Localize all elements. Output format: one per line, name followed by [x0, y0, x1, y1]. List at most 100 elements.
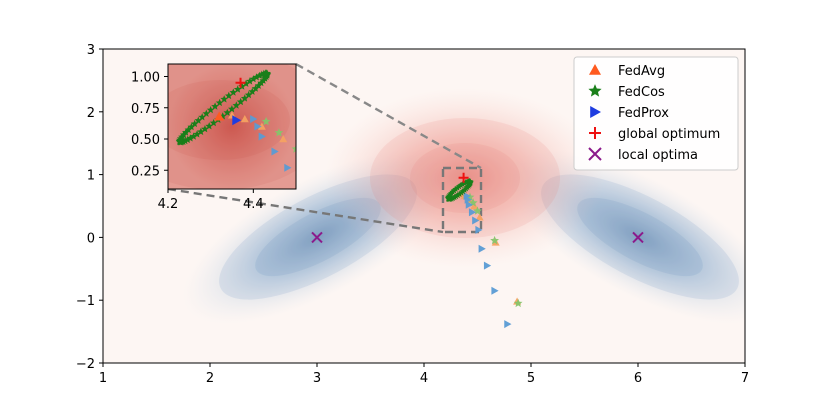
inset-y-tick-label: 0.25	[131, 164, 160, 179]
inset-trajectory-point	[250, 115, 258, 123]
inset-converged-point	[242, 79, 250, 87]
converged-point	[454, 184, 461, 191]
trajectory-point	[513, 298, 523, 308]
inset-converged-point	[232, 101, 241, 109]
y-tick-label: −1	[76, 294, 95, 309]
trajectory-point	[472, 216, 480, 225]
trajectory-point	[475, 225, 483, 234]
x-tick-label: 5	[527, 371, 535, 386]
legend-marker-fedprox	[590, 106, 601, 118]
inset-converged-point	[205, 122, 213, 130]
inset-y-tick-label: 0.75	[131, 102, 160, 117]
inset-trajectory-point	[254, 122, 262, 131]
trajectory-point	[478, 244, 486, 253]
inset-converged-point	[238, 82, 246, 90]
converged-point	[465, 182, 472, 189]
legend-marker-global_optimum	[589, 127, 601, 139]
inset-trajectory-point	[271, 147, 279, 156]
inset-trajectory-point	[279, 135, 288, 143]
main-axis-ticks: 1 2 3 4 5 6 7 −2 −1 0 1 2 3	[76, 43, 749, 386]
inset-converged-point	[179, 130, 188, 139]
inset-converged-point	[187, 122, 196, 131]
trajectory-point	[483, 261, 492, 270]
inset-y-tick-label: 0.50	[131, 133, 160, 148]
inset-converged-point	[228, 105, 236, 113]
legend-label-global_optimum: global optimum	[618, 127, 720, 142]
inset-global-optimum-marker	[235, 77, 246, 88]
trajectory-point	[491, 286, 499, 295]
inset-trajectory-point	[291, 144, 296, 153]
inset-converged-point	[215, 98, 224, 107]
converged-point	[452, 185, 459, 192]
main-markers	[311, 172, 644, 329]
inset-converged-point	[220, 95, 228, 103]
inset-converged-point	[240, 94, 249, 102]
legend-item-global_optimum: global optimum	[589, 127, 720, 142]
y-tick-label: 2	[87, 106, 95, 121]
inset-converged-point	[194, 116, 203, 124]
inset-converged-point	[246, 77, 254, 85]
local-optimum-marker	[311, 231, 323, 244]
trajectory-point	[504, 320, 512, 329]
legend-box	[573, 56, 739, 171]
zoom-region-box	[441, 166, 483, 234]
inset-converged-point	[229, 88, 238, 96]
y-tick-label: 3	[87, 43, 95, 58]
inset-converged-point	[190, 119, 199, 128]
converged-point	[455, 183, 463, 190]
inset-y-tick-label: 1.00	[131, 71, 160, 86]
x-tick-label: 7	[741, 371, 749, 386]
legend-item-fedavg: FedAvg	[589, 64, 665, 79]
inset-converged-point	[249, 75, 258, 83]
x-tick-label: 2	[206, 371, 214, 386]
trajectory-point	[468, 208, 477, 217]
legend-label-fedprox: FedProx	[618, 106, 669, 121]
inset-converged-point	[225, 91, 233, 100]
inset-converged-point	[211, 102, 219, 110]
legend-label-fedavg: FedAvg	[618, 64, 665, 79]
legend-marker-fedavg	[589, 64, 601, 75]
inset-trajectory-point	[412, 370, 419, 378]
inset-converged-point	[184, 125, 193, 134]
inset-trajectory-point	[284, 163, 292, 172]
inset-x-tick-label: 4.2	[158, 197, 179, 212]
legend-item-fedcos: FedCos	[588, 84, 665, 100]
inset-trajectory-point	[240, 115, 249, 123]
x-tick-label: 4	[420, 371, 428, 386]
inset-converged-point	[206, 106, 215, 114]
inset-converged-point	[233, 85, 242, 93]
trajectory-point	[463, 191, 471, 200]
converged-point	[459, 180, 466, 187]
trajectory-point	[475, 213, 484, 221]
inset-converged-point	[251, 84, 260, 92]
inset-frame	[167, 63, 297, 190]
legend-item-local_optima: local optima	[588, 147, 698, 163]
zoom-connector-bottom	[167, 187, 444, 234]
inset-converged-point	[198, 113, 206, 121]
inset-trajectory-point	[257, 122, 266, 130]
inset-axis-ticks: 4.2 4.4 0.25 0.50 0.75 1.00	[131, 71, 264, 213]
inset-converged-point	[202, 109, 211, 117]
converged-point	[457, 181, 465, 189]
inset-converged-point	[255, 71, 264, 79]
global-optimum-marker	[458, 172, 469, 183]
legend-marker-local_optima	[588, 147, 602, 161]
trajectory-point	[465, 200, 473, 209]
converged-point	[466, 178, 474, 185]
inset-converged-point	[244, 90, 253, 99]
inset-fedavg-final	[214, 111, 225, 121]
inset-trajectory-point	[261, 116, 271, 126]
x-tick-label: 6	[634, 371, 642, 386]
legend-label-local_optima: local optima	[618, 148, 698, 163]
inset-trajectory-point	[258, 132, 266, 141]
inset-converged-point	[248, 87, 257, 95]
y-tick-label: −2	[76, 357, 95, 372]
inset-converged-point	[182, 128, 190, 136]
x-tick-label: 1	[99, 371, 107, 386]
inset-markers	[175, 69, 419, 378]
legend-label-fedcos: FedCos	[618, 85, 665, 100]
inset-panel: 4.2 4.4 0.25 0.50 0.75 1.00	[131, 63, 419, 378]
local-optimum-marker	[632, 231, 644, 244]
y-tick-label: 0	[87, 231, 95, 246]
